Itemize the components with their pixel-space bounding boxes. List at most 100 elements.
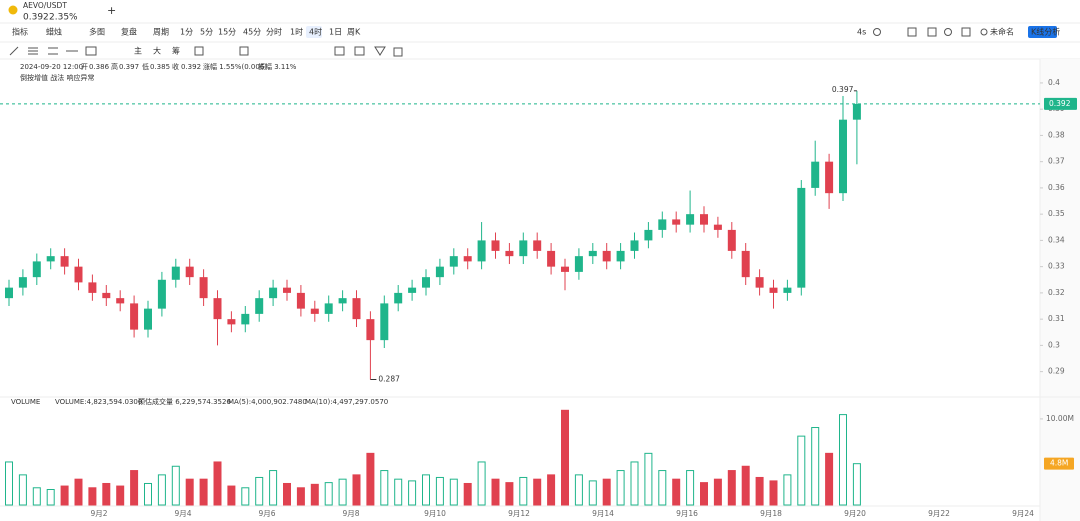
candle-body xyxy=(505,250,514,257)
candle-body xyxy=(574,256,583,272)
period-item[interactable]: 5分 xyxy=(200,28,213,37)
volume-bar xyxy=(561,409,569,506)
candle-body xyxy=(144,308,152,330)
candle-body xyxy=(32,261,41,278)
candle-body xyxy=(519,240,528,257)
y-tick-label: 0.29 xyxy=(1048,367,1065,376)
candle-body xyxy=(727,229,736,251)
volume-bar xyxy=(144,482,152,506)
y-tick-label: 0.4 xyxy=(1048,78,1060,87)
candle-body xyxy=(616,250,625,262)
candle-body xyxy=(130,303,139,330)
toolbar-right[interactable]: K线分析 xyxy=(1031,27,1060,37)
new-tab[interactable]: + xyxy=(107,4,116,17)
period-item[interactable]: 1分 xyxy=(180,28,193,37)
candle-body xyxy=(449,256,458,267)
period-item[interactable]: 15分 xyxy=(218,28,236,37)
candle-body xyxy=(825,161,834,194)
volume-bar xyxy=(408,480,417,506)
price: 0.392 xyxy=(23,13,49,23)
volume-bar xyxy=(5,461,13,506)
period-item[interactable]: 45分 xyxy=(243,28,261,37)
candle-body xyxy=(199,277,208,299)
toolbar-item[interactable]: 蜡烛 xyxy=(46,27,62,37)
candle-body xyxy=(741,250,750,278)
volume-bar xyxy=(185,478,194,506)
volume-bar xyxy=(547,474,556,506)
candle-body xyxy=(533,240,542,251)
x-tick-label: 9月22 xyxy=(928,509,950,518)
volume-tag xyxy=(1044,457,1074,470)
volume-bar xyxy=(227,485,236,506)
period-item[interactable]: 1日 xyxy=(329,28,342,37)
active-period xyxy=(306,26,322,38)
candle-body xyxy=(352,298,361,320)
toolbar-item[interactable]: 指标 xyxy=(12,27,28,37)
toolbar-right[interactable]: 未命名 xyxy=(990,27,1014,37)
volume-bar xyxy=(463,482,472,506)
candle-body xyxy=(713,224,722,230)
volume-bar xyxy=(658,470,667,506)
volume-bar xyxy=(435,476,444,506)
candle-body xyxy=(185,266,194,278)
volume-bar xyxy=(338,478,347,506)
candle-body xyxy=(672,219,681,225)
volume-bar xyxy=(380,470,389,506)
period-item[interactable]: 分时 xyxy=(266,27,282,37)
candle-body xyxy=(241,313,250,325)
volume-bar xyxy=(116,485,125,506)
volume-bar xyxy=(283,482,291,506)
last-price-tag xyxy=(1044,97,1077,110)
y-tick-label: 0.38 xyxy=(1048,130,1065,139)
candle-body xyxy=(116,298,125,304)
candle-body xyxy=(46,256,55,262)
volume-title: VOLUME xyxy=(11,398,40,406)
candle-body xyxy=(658,219,667,230)
volume-bar xyxy=(241,487,250,506)
toolbar-right[interactable]: 4s xyxy=(857,28,866,37)
volume-bar xyxy=(32,487,41,506)
candle-body xyxy=(283,287,291,293)
analysis-button[interactable] xyxy=(1028,26,1057,38)
toolbar-item[interactable]: 周期 xyxy=(153,28,169,37)
volume-bar xyxy=(616,470,625,506)
candle-body xyxy=(477,240,486,262)
tool-text[interactable]: 筹 xyxy=(172,46,180,56)
y-tick-label: 10.00M xyxy=(1046,414,1074,423)
volume-bar xyxy=(74,478,83,506)
volume-bar xyxy=(783,474,792,506)
candle-body xyxy=(74,266,83,283)
period-item[interactable]: 4时 xyxy=(309,27,322,37)
volume-bar xyxy=(741,465,750,506)
coin-icon xyxy=(8,5,18,15)
candle-body xyxy=(491,240,500,251)
toolbar-item[interactable]: 多图 xyxy=(89,27,105,37)
y-tick-label: 0.31 xyxy=(1048,314,1065,323)
x-tick-label: 9月10 xyxy=(424,509,446,518)
candle-body xyxy=(380,303,389,341)
y-tick-label: 0.33 xyxy=(1048,262,1065,271)
x-tick-label: 9月18 xyxy=(760,509,782,518)
candle-body xyxy=(296,292,305,309)
tool-text[interactable]: 大 xyxy=(153,46,161,56)
candle-body xyxy=(686,214,695,225)
info-low: 0.385 xyxy=(150,63,170,71)
candle-body xyxy=(700,214,708,225)
candle-body xyxy=(338,298,347,304)
volume-legend: MA(10):4,497,297.0570 xyxy=(305,398,388,406)
info-second: 倒按增值 战法 响应异常 xyxy=(20,73,94,82)
tool-text[interactable]: 主 xyxy=(134,46,142,56)
period-item[interactable]: 周K xyxy=(347,28,361,37)
axis-panel xyxy=(1040,59,1080,521)
candle-body xyxy=(547,250,556,267)
symbol[interactable]: AEVO/USDT xyxy=(23,1,67,10)
toolbar-item[interactable]: 复盘 xyxy=(121,27,137,37)
volume-bar xyxy=(602,478,611,506)
volume-bar xyxy=(672,478,681,506)
period-item[interactable]: 1时 xyxy=(290,27,303,37)
volume-bar xyxy=(213,461,222,506)
last-price-label: 0.392 xyxy=(1049,99,1071,108)
x-tick-label: 9月12 xyxy=(508,509,530,518)
